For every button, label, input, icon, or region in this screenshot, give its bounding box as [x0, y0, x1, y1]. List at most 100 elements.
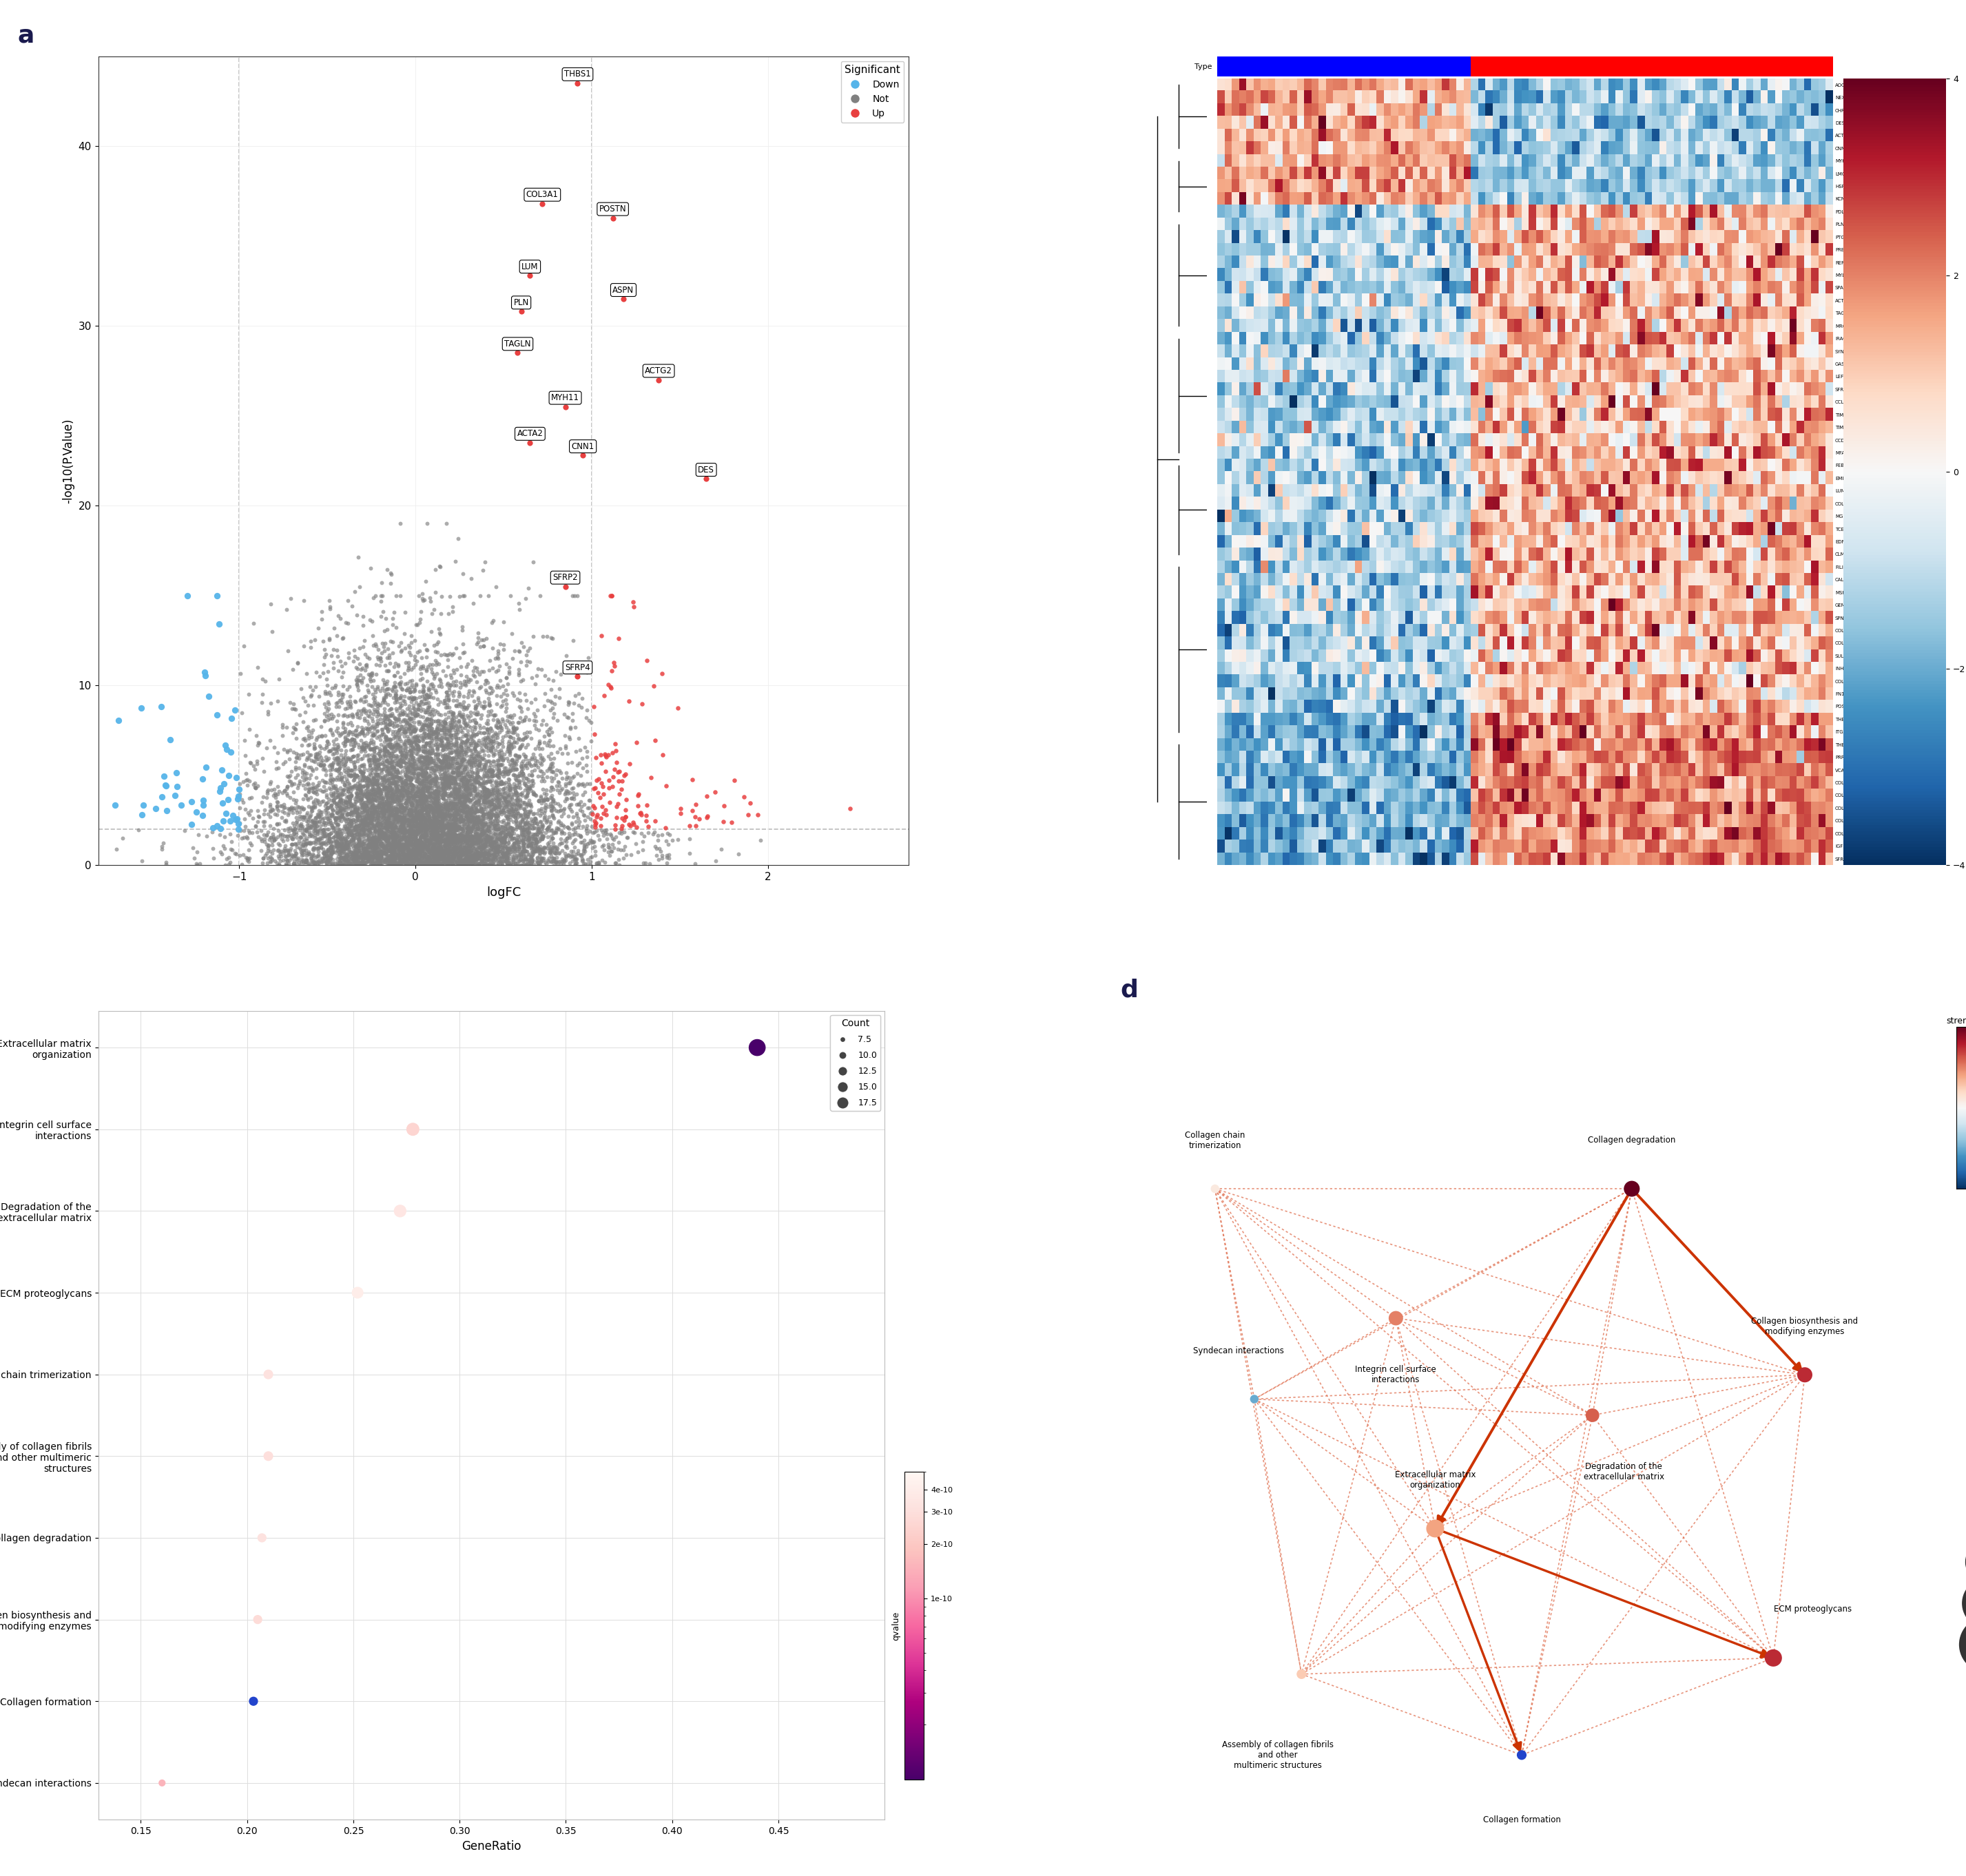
Point [385, 792, 417, 822]
Point [379, 824, 411, 854]
Point [399, 700, 431, 730]
Point [322, 810, 354, 840]
Point [395, 810, 427, 840]
Point [423, 700, 454, 730]
Point [368, 773, 399, 803]
Point [366, 829, 397, 859]
Point [295, 722, 326, 752]
Point [458, 734, 490, 764]
Point [456, 842, 488, 872]
Point [413, 844, 444, 874]
Point [580, 809, 611, 839]
Point [267, 779, 299, 809]
Point [535, 752, 566, 782]
Point [423, 754, 454, 784]
Point [436, 795, 468, 825]
Point [399, 696, 431, 726]
Point [344, 779, 376, 809]
Point [448, 835, 480, 865]
Point [368, 795, 399, 825]
Point [297, 810, 328, 840]
Point [348, 694, 379, 724]
Point [507, 835, 539, 865]
Point [322, 657, 354, 687]
Point [291, 816, 322, 846]
Point [476, 713, 507, 743]
Point [293, 839, 324, 869]
Point [470, 675, 501, 705]
Point [468, 630, 499, 660]
Point [356, 728, 387, 758]
Point [342, 794, 374, 824]
Point [297, 777, 328, 807]
Point [348, 820, 379, 850]
Point [403, 732, 434, 762]
Point [574, 825, 606, 855]
Point [368, 741, 399, 771]
Point [301, 833, 332, 863]
Point [444, 807, 476, 837]
Point [452, 681, 484, 711]
Point [358, 801, 389, 831]
Point [273, 794, 305, 824]
Point [405, 767, 436, 797]
Point [377, 848, 409, 878]
Point [283, 765, 315, 795]
Point [419, 827, 450, 857]
Point [383, 797, 415, 827]
Point [523, 655, 554, 685]
Point [379, 820, 411, 850]
Point [362, 839, 393, 869]
Point [332, 754, 364, 784]
Point [499, 848, 531, 878]
Point [446, 628, 478, 658]
Point [503, 801, 535, 831]
Point [395, 726, 427, 756]
Point [383, 732, 415, 762]
Point [246, 679, 277, 709]
Point [493, 771, 525, 801]
Point [484, 750, 515, 780]
Point [352, 824, 383, 854]
Point [436, 713, 468, 743]
Point [454, 809, 486, 839]
Point [444, 827, 476, 857]
Point [348, 833, 379, 863]
Point [370, 818, 401, 848]
Point [348, 758, 379, 788]
Point [385, 816, 417, 846]
Point [417, 807, 448, 837]
Point [287, 805, 318, 835]
Point [468, 809, 499, 839]
Point [550, 775, 582, 805]
Point [676, 795, 708, 825]
Point [413, 846, 444, 876]
Point [423, 769, 454, 799]
Point [476, 795, 507, 825]
Point [409, 685, 440, 715]
Point [501, 765, 533, 795]
Point [395, 730, 427, 760]
Point [505, 784, 537, 814]
Point [376, 788, 407, 818]
Point [417, 754, 448, 784]
Point [501, 827, 533, 857]
Point [370, 846, 401, 876]
Point [352, 660, 383, 690]
Point [484, 758, 515, 788]
Point [340, 600, 372, 630]
Point [438, 730, 470, 760]
Point [503, 837, 535, 867]
Point [433, 797, 464, 827]
Point [515, 844, 547, 874]
Point [385, 844, 417, 874]
Point [358, 835, 389, 865]
Point [397, 846, 429, 876]
Point [438, 790, 470, 820]
Point [421, 848, 452, 878]
Point [358, 846, 389, 876]
Point [480, 792, 511, 822]
Point [497, 773, 529, 803]
Point [419, 595, 450, 625]
Point [358, 842, 389, 872]
